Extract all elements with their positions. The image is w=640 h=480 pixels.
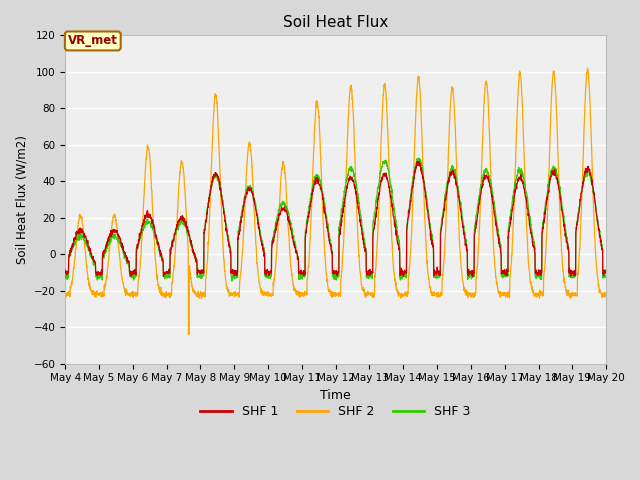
Text: VR_met: VR_met [68, 35, 118, 48]
SHF 3 [369, 276, 376, 281]
SHF 1 [232, 270, 240, 276]
SHF 1 [602, 267, 610, 273]
SHF 1 [61, 267, 69, 273]
SHF 2 [369, 292, 376, 298]
SHF 3 [602, 273, 610, 278]
SHF 1 [160, 274, 168, 279]
Line: SHF 2: SHF 2 [65, 68, 606, 335]
SHF 3 [529, 236, 537, 242]
SHF 1 [115, 235, 123, 240]
SHF 2 [499, 292, 506, 298]
SHF 2 [115, 252, 123, 257]
Line: SHF 1: SHF 1 [65, 162, 606, 276]
SHF 3 [61, 275, 69, 280]
SHF 2 [595, 283, 603, 289]
SHF 3 [499, 275, 507, 281]
Legend: SHF 1, SHF 2, SHF 3: SHF 1, SHF 2, SHF 3 [195, 400, 476, 423]
SHF 1 [369, 270, 376, 276]
SHF 2 [529, 290, 537, 296]
Line: SHF 3: SHF 3 [65, 158, 606, 281]
SHF 3 [228, 278, 236, 284]
SHF 2 [602, 291, 610, 297]
SHF 2 [61, 293, 69, 299]
Y-axis label: Soil Heat Flux (W/m2): Soil Heat Flux (W/m2) [15, 135, 28, 264]
SHF 1 [413, 159, 421, 165]
SHF 1 [499, 268, 507, 274]
SHF 2 [232, 292, 240, 298]
SHF 3 [415, 155, 422, 161]
X-axis label: Time: Time [320, 389, 351, 402]
SHF 1 [595, 228, 603, 233]
SHF 3 [595, 226, 603, 231]
Title: Soil Heat Flux: Soil Heat Flux [283, 15, 388, 30]
SHF 2 [184, 332, 192, 337]
SHF 3 [232, 275, 240, 281]
SHF 2 [584, 65, 591, 71]
SHF 1 [529, 242, 537, 248]
SHF 3 [115, 239, 123, 245]
